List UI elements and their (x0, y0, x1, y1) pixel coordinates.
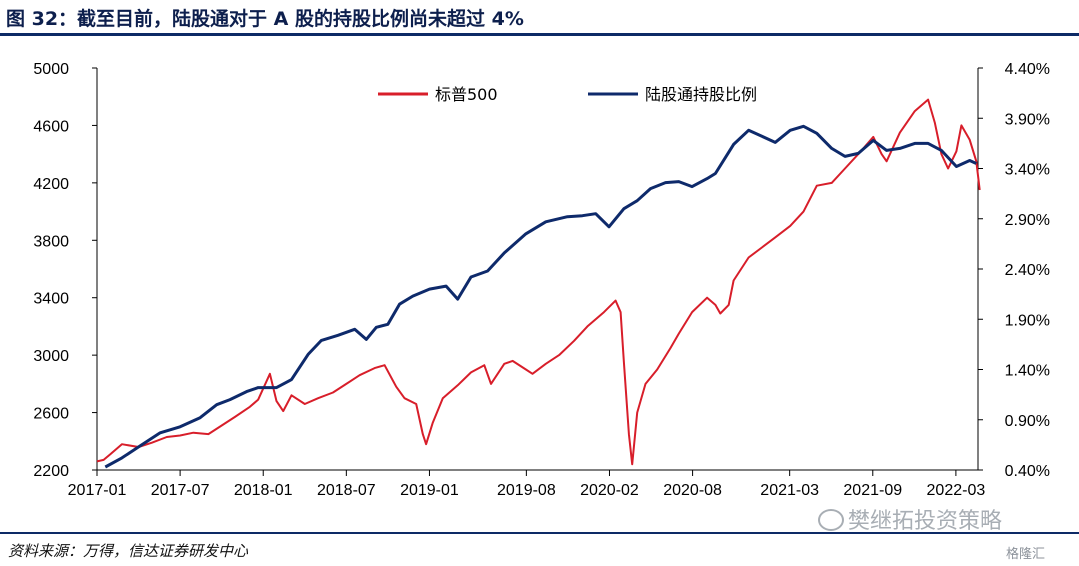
x-tick-label: 2022-03 (927, 482, 986, 499)
figure-header: 图 32：截至目前，陆股通对于 A 股的持股比例尚未超过 4% (0, 0, 1079, 36)
source-note: 资料来源：万得，信达证券研发中心 (8, 542, 249, 560)
wechat-icon (818, 509, 844, 531)
left-tick-label: 3000 (33, 348, 69, 365)
x-tick-label: 2017-07 (151, 482, 210, 499)
x-tick-label: 2021-03 (760, 482, 819, 499)
x-tick-label: 2020-02 (580, 482, 639, 499)
right-tick-label: 0.90% (1005, 413, 1050, 430)
series-line-ratio (104, 124, 977, 469)
x-tick-label: 2019-01 (400, 482, 459, 499)
x-tick-label: 2019-08 (497, 482, 556, 499)
left-tick-label: 2200 (33, 463, 69, 480)
x-axis: 2017-01 2017-07 2018-01 2018-07 2019-01 2019-… (68, 470, 986, 499)
left-tick-label: 2600 (33, 406, 69, 423)
left-tick-label: 4200 (33, 176, 69, 193)
series-line-sp500 (96, 98, 981, 466)
right-tick-label: 2.40% (1005, 262, 1050, 279)
right-tick-label: 3.90% (1005, 111, 1050, 128)
x-tick-label: 2017-01 (68, 482, 127, 499)
left-axis: 2200 2600 3000 3400 3800 4200 4600 5000 (33, 61, 97, 480)
right-tick-label: 0.40% (1005, 463, 1050, 480)
right-tick-label: 1.90% (1005, 312, 1050, 329)
corner-logo: 格隆汇 (1006, 547, 1046, 562)
plot-frame (96, 68, 979, 471)
x-tick-label: 2020-08 (663, 482, 722, 499)
figure-title: 图 32：截至目前，陆股通对于 A 股的持股比例尚未超过 4% (6, 8, 524, 30)
left-tick-label: 3400 (33, 291, 69, 308)
x-tick-label: 2018-07 (317, 482, 376, 499)
x-tick-label: 2018-01 (234, 482, 293, 499)
legend-label-sp500: 标普500 (435, 85, 498, 104)
right-tick-label: 3.40% (1005, 162, 1050, 179)
series-lines (96, 98, 981, 469)
legend-label-ratio: 陆股通持股比例 (645, 85, 757, 104)
left-tick-label: 5000 (33, 61, 69, 78)
footer-divider (0, 532, 1079, 534)
watermark-text: 樊继拓投资策略 (848, 509, 1003, 534)
right-tick-label: 4.40% (1005, 61, 1050, 78)
right-tick-label: 2.90% (1005, 212, 1050, 229)
legend: 标普500 陆股通持股比例 (378, 85, 757, 104)
watermark: 樊继拓投资策略 (818, 503, 1002, 535)
right-tick-label: 1.40% (1005, 363, 1050, 380)
left-tick-label: 3800 (33, 233, 69, 250)
left-tick-label: 4600 (33, 118, 69, 135)
title-divider (0, 33, 1079, 36)
x-tick-label: 2021-09 (843, 482, 902, 499)
right-axis: 0.40% 0.90% 1.40% 1.90% 2.40% 2.90% 3.40% 3.90%… (978, 61, 1050, 480)
